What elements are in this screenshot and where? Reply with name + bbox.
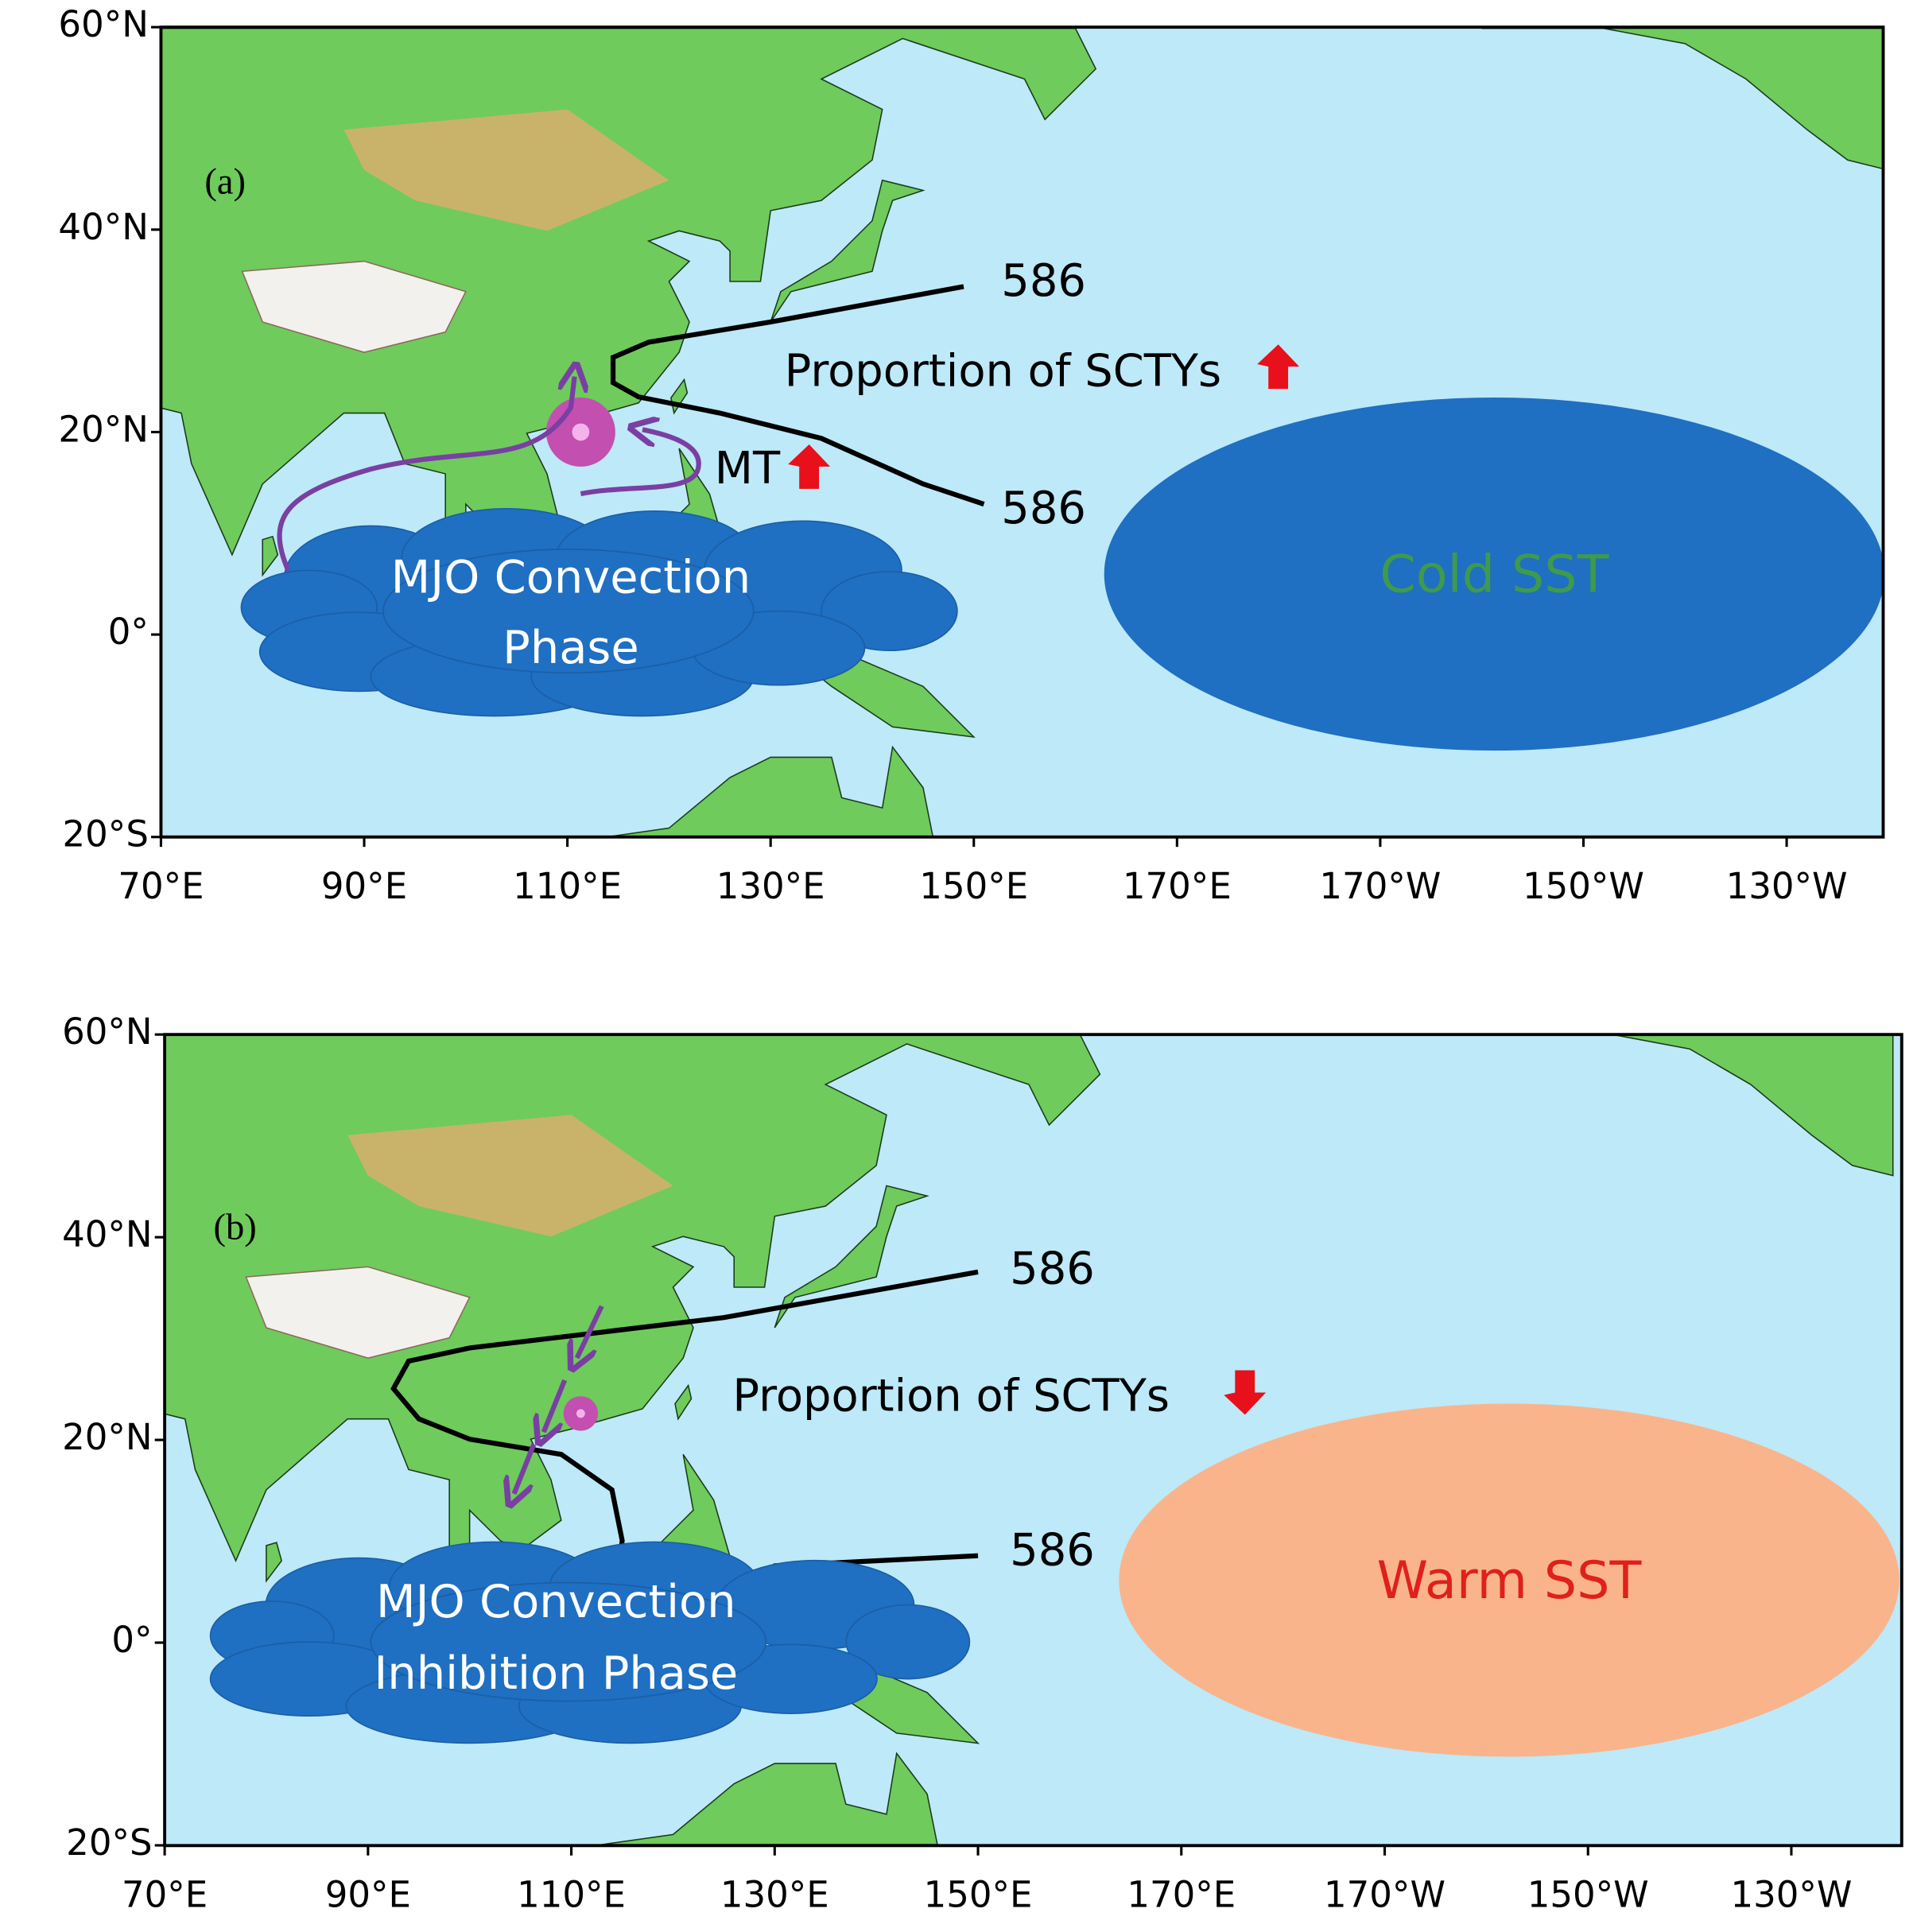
highland <box>343 109 669 231</box>
sst-anomaly <box>1104 398 1884 751</box>
cloud <box>382 549 755 674</box>
cloud-text: MJO Convection <box>391 550 751 603</box>
x-tick-label: 170°W <box>1319 865 1441 907</box>
x-tick-label: 150°W <box>1523 865 1644 907</box>
y-tick-label: 40°N <box>62 1213 152 1255</box>
x-tick-label: 150°W <box>1527 1874 1649 1916</box>
land <box>774 1185 929 1329</box>
tibet <box>245 1266 471 1359</box>
red-arrow <box>1224 1370 1267 1415</box>
tibet <box>241 260 467 353</box>
y-tick-label: 20°S <box>66 1821 152 1864</box>
x-tick-label: 70°E <box>118 865 204 907</box>
sst-text: Cold SST <box>1380 545 1609 605</box>
land <box>601 1752 938 1845</box>
contour-label: 586 <box>1010 1243 1095 1294</box>
panel-label: (a) <box>204 161 246 203</box>
sst-text: Warm SST <box>1377 1550 1643 1611</box>
x-tick-label: 90°E <box>325 1874 411 1916</box>
cloud-text: Inhibition Phase <box>374 1647 738 1700</box>
map-panel: 60°N 40°N 20°N 0° 20°S 70°E 90°E 110°E 130°E 150°… <box>58 3 1885 907</box>
x-tick-label: 110°E <box>517 1874 626 1916</box>
typhoon-eye <box>572 423 590 441</box>
cloud-text: Phase <box>503 621 639 674</box>
x-tick-label: 130°E <box>720 1874 829 1916</box>
contour-label: 586 <box>1010 1524 1095 1576</box>
y-tick-label: 60°N <box>62 1011 152 1053</box>
y-tick-label: 40°N <box>58 206 148 248</box>
contour-label: 586 <box>1001 255 1086 307</box>
x-tick-label: 130°E <box>716 865 825 907</box>
mt-text: MT <box>715 443 781 495</box>
proportion-text: Proportion of SCTYs <box>785 346 1222 398</box>
x-tick-label: 70°E <box>122 1874 208 1916</box>
x-tick-label: 150°E <box>924 1874 1033 1916</box>
x-tick-label: 130°W <box>1726 865 1848 907</box>
x-tick-label: 150°E <box>919 865 1028 907</box>
red-arrow <box>788 444 831 489</box>
x-tick-label: 170°W <box>1324 1874 1446 1916</box>
x-tick-label: 130°W <box>1730 1874 1852 1916</box>
land <box>1481 27 1884 170</box>
land <box>262 535 279 577</box>
x-tick-label: 170°E <box>1123 865 1232 907</box>
proportion-text: Proportion of SCTYs <box>732 1370 1170 1422</box>
panel-label: (b) <box>213 1207 256 1248</box>
y-tick-label: 20°S <box>63 813 149 855</box>
track-arrow <box>580 429 701 497</box>
land <box>266 1542 282 1583</box>
y-tick-label: 60°N <box>58 3 148 45</box>
y-tick-label: 20°N <box>62 1416 152 1458</box>
x-tick-label: 170°E <box>1127 1874 1236 1916</box>
highland <box>347 1115 673 1237</box>
map-area <box>165 1034 1902 1846</box>
track-arrow <box>577 1305 604 1358</box>
track-arrow <box>544 1379 568 1432</box>
red-arrow <box>1257 344 1300 390</box>
land <box>770 179 926 323</box>
typhoon-eye <box>576 1409 585 1418</box>
map-area <box>161 27 1884 837</box>
x-tick-label: 90°E <box>321 865 407 907</box>
y-tick-label: 20°N <box>58 408 148 450</box>
track-arrow <box>277 377 575 572</box>
land <box>1608 1034 1894 1177</box>
land <box>674 1383 693 1421</box>
land <box>602 745 934 837</box>
y-tick-label: 0° <box>111 1619 152 1661</box>
cloud <box>370 1581 767 1702</box>
x-tick-label: 110°E <box>513 865 622 907</box>
cloud-text: MJO Convection <box>376 1575 736 1628</box>
track-arrow <box>514 1443 537 1494</box>
cloud <box>845 1604 971 1680</box>
map-panel: 60°N 40°N 20°N 0° 20°S 70°E 90°E 110°E 130°E 150°… <box>62 1011 1903 1916</box>
contour-label: 586 <box>1001 483 1086 534</box>
y-tick-label: 0° <box>108 611 149 653</box>
contour-586 <box>610 284 985 507</box>
sst-anomaly <box>1119 1403 1900 1757</box>
